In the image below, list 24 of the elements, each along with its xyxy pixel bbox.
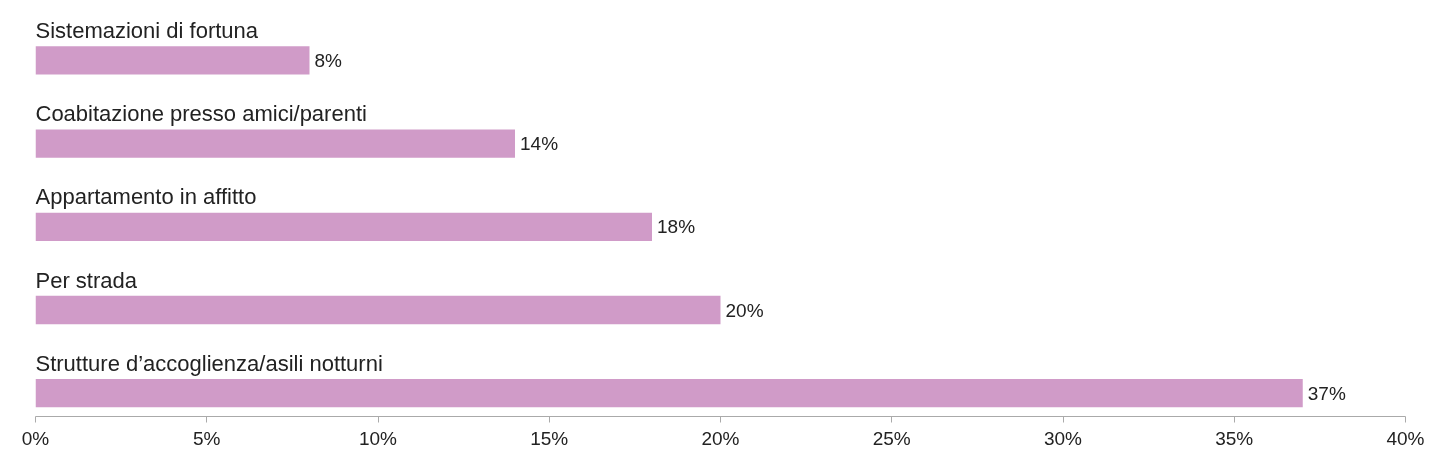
x-tick-label: 0%: [21, 427, 50, 449]
bar: [35, 129, 515, 158]
x-tick-label: 40%: [1386, 427, 1425, 449]
x-tick-label: 5%: [193, 427, 221, 449]
x-tick-label: 25%: [872, 427, 911, 449]
data-label: 14%: [520, 133, 559, 155]
data-label: 8%: [314, 49, 343, 71]
x-tick-label: 15%: [530, 427, 569, 449]
x-tick-label: 30%: [1043, 427, 1083, 449]
bar: [35, 46, 310, 75]
x-tick-label: 35%: [1215, 427, 1254, 449]
bar: [35, 212, 652, 241]
data-label: 20%: [725, 299, 764, 321]
data-label: 37%: [1307, 382, 1346, 404]
y-tick-label: Appartamento in affitto: [35, 184, 257, 210]
y-tick-label: Sistemazioni di fortuna: [35, 17, 259, 43]
bar: [35, 295, 721, 325]
y-tick-label: Strutture d’accoglienza/asili notturni: [35, 350, 383, 376]
x-tick-label: 10%: [358, 427, 398, 449]
x-tick-label: 20%: [701, 427, 740, 449]
y-tick-label: Per strada: [35, 267, 138, 293]
bar: [35, 379, 1303, 408]
y-tick-label: Coabitazione presso amici/parenti: [35, 101, 367, 127]
data-label: 18%: [657, 216, 696, 238]
